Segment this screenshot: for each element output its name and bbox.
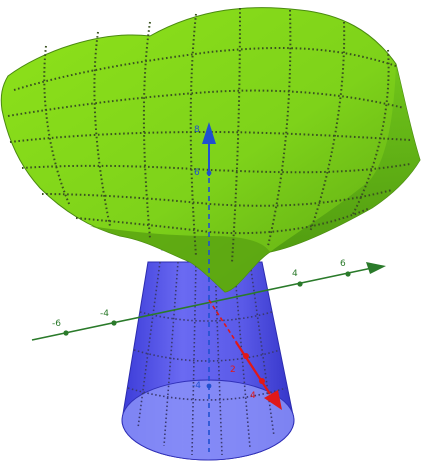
green-arrow-icon xyxy=(366,262,386,274)
z-tick-label: 6 xyxy=(194,168,200,178)
z-tick-label: -4 xyxy=(192,381,201,391)
cone-lower-body xyxy=(121,261,295,461)
x-tick-label: 2 xyxy=(230,365,236,375)
cone-base-ellipse xyxy=(122,380,294,460)
x-tick-label: 4 xyxy=(250,391,256,401)
red-arrow-icon xyxy=(264,390,282,410)
z-tick-label: 8 xyxy=(194,125,200,135)
z-axis: 8 6 -4 xyxy=(192,122,216,452)
y-tick-label: 6 xyxy=(340,259,346,269)
blue-arrow-icon xyxy=(202,122,216,144)
saddle-surface xyxy=(0,7,421,293)
y-tick-label: -6 xyxy=(52,319,61,329)
y-axis: -6 -4 4 6 xyxy=(31,259,386,341)
y-tick-label: -4 xyxy=(100,309,109,319)
x-axis: 2 4 xyxy=(208,299,282,410)
y-tick-label: 4 xyxy=(292,269,298,279)
